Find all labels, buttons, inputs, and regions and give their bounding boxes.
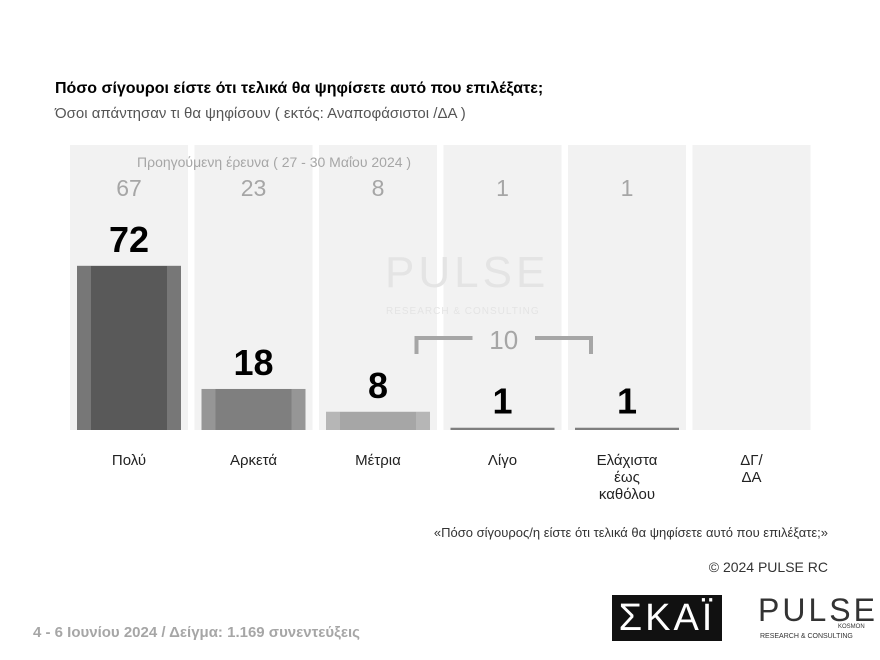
value-label: 18 (233, 342, 273, 383)
column-bg (319, 145, 437, 430)
copyright: © 2024 PULSE RC (708, 559, 828, 575)
bar-edge (291, 388, 306, 430)
bar (575, 427, 679, 430)
pulse-sub: RESEARCH & CONSULTING (760, 633, 853, 640)
previous-value: 8 (372, 175, 385, 201)
previous-value: 67 (116, 175, 142, 201)
previous-value: 1 (621, 175, 634, 201)
bar (201, 388, 306, 430)
previous-value: 1 (496, 175, 509, 201)
column-bg (568, 145, 686, 430)
column-bg (443, 145, 562, 430)
bar-edge (201, 388, 216, 430)
category-label: Αρκετά (229, 452, 278, 469)
previous-label: Προηγούμενη έρευνα ( 27 - 30 Μαΐου 2024 … (137, 154, 412, 170)
pulse-tag: KOSMON (838, 624, 865, 630)
category-label: ΔΓ/ ΔΑ (740, 452, 763, 486)
bar-edge (326, 411, 340, 430)
bar-edge (416, 411, 430, 430)
column-bg (194, 145, 313, 430)
category-label: Μέτρια (355, 452, 401, 469)
category-label: Πολύ (111, 452, 147, 469)
footer: 4 - 6 Ιουνίου 2024 / Δείγμα: 1.169 συνεν… (33, 624, 360, 641)
annotation: 10 (489, 325, 518, 355)
value-label: 8 (368, 365, 388, 406)
bar-edge (77, 265, 91, 430)
previous-value: 23 (241, 175, 267, 201)
bracket (414, 336, 593, 354)
category-label: Λίγο (487, 452, 518, 469)
bar (326, 411, 430, 430)
category-label: Ελάχιστα έως καθόλου (596, 452, 658, 503)
note: «Πόσο σίγουρος/η είστε ότι τελικά θα ψηφ… (433, 525, 828, 540)
pulse-logo: PULSE (758, 592, 878, 628)
bar (450, 427, 555, 430)
value-label: 72 (109, 219, 149, 260)
column-bg (692, 145, 811, 430)
subtitle: Όσοι απάντησαν τι θα ψηφίσουν ( εκτός: Α… (55, 105, 466, 122)
bar-edge (167, 265, 181, 430)
watermark: PULSE (385, 248, 550, 297)
skai-logo: ΣΚΑΪ (612, 595, 722, 641)
watermark-sub: RESEARCH & CONSULTING (386, 306, 540, 317)
chart-title: Πόσο σίγουροι είστε ότι τελικά θα ψηφίσε… (55, 80, 544, 97)
bar (77, 265, 181, 430)
value-label: 1 (492, 381, 512, 422)
value-label: 1 (617, 381, 637, 422)
